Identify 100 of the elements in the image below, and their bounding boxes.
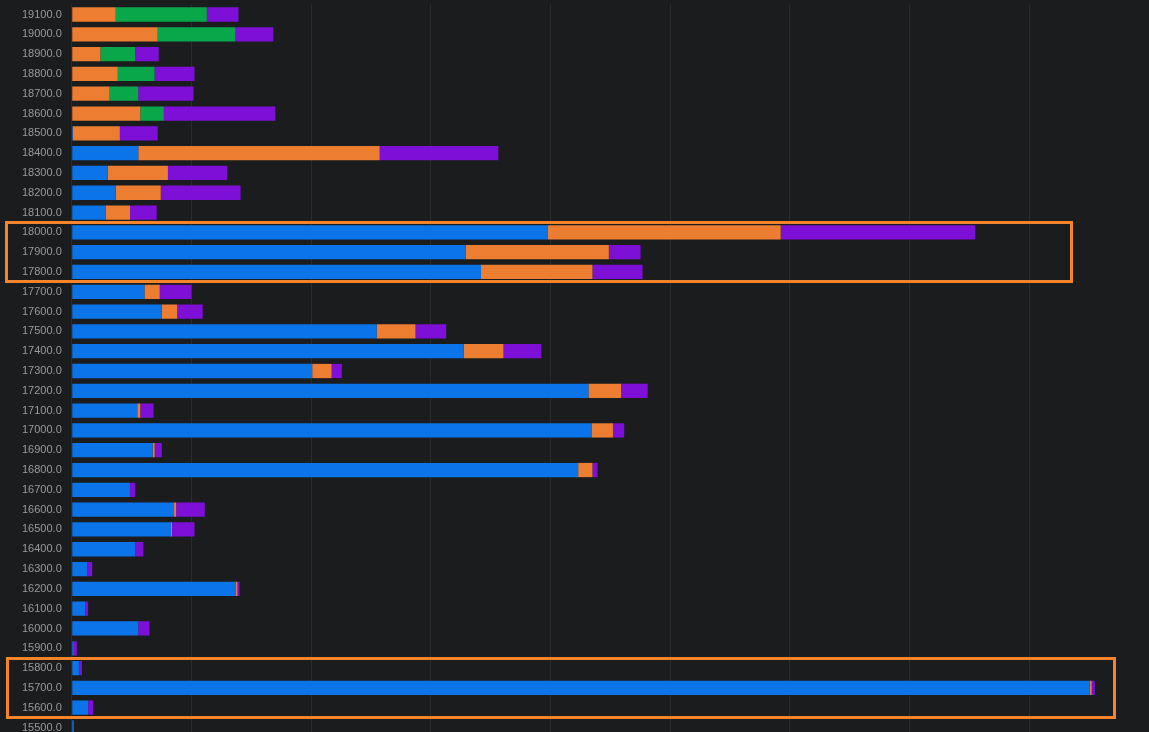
y-tick-label: 18000.0 (22, 225, 62, 238)
bar (72, 344, 464, 359)
bar (160, 185, 241, 200)
bar (72, 621, 139, 636)
bar (109, 86, 139, 101)
bar (72, 126, 120, 141)
bar (130, 482, 136, 497)
y-tick-label: 18900.0 (22, 47, 62, 60)
bar (592, 462, 598, 478)
y-tick-label: 16100.0 (22, 601, 62, 614)
bar (138, 146, 380, 161)
y-tick-label: 17200.0 (22, 383, 62, 396)
bar (140, 403, 154, 418)
bar (72, 264, 481, 280)
y-tick-label: 17600.0 (22, 304, 62, 317)
bar (72, 502, 175, 517)
y-tick-label: 17100.0 (22, 403, 62, 416)
bar (78, 660, 82, 676)
y-tick-label: 16500.0 (22, 522, 62, 535)
bar (463, 344, 504, 359)
bar (115, 185, 161, 200)
bar (72, 403, 138, 418)
bar (72, 245, 466, 260)
y-tick-label: 15900.0 (22, 641, 62, 654)
bar (592, 264, 643, 280)
y-tick-label: 17000.0 (22, 423, 62, 436)
y-tick-label: 16600.0 (22, 502, 62, 515)
bar (72, 601, 86, 616)
y-tick-label: 16900.0 (22, 443, 62, 456)
bar (138, 86, 194, 101)
bar (72, 284, 145, 299)
bar (72, 363, 313, 379)
bar (135, 542, 144, 557)
bar (72, 680, 1090, 696)
bar (157, 27, 236, 42)
bar (159, 284, 192, 299)
y-tick-label: 18200.0 (22, 185, 62, 198)
bar (72, 443, 153, 458)
bar (152, 443, 155, 458)
bar (612, 423, 625, 438)
bar (177, 304, 203, 319)
bar (72, 561, 88, 577)
bar (105, 205, 131, 220)
bar (135, 46, 159, 62)
bar (503, 344, 542, 359)
bar (154, 66, 195, 82)
bar (379, 146, 499, 161)
y-tick-label: 18700.0 (22, 86, 62, 99)
bar (130, 205, 157, 220)
bar (621, 383, 648, 398)
bar (72, 7, 116, 22)
bar (376, 324, 416, 339)
y-tick-label: 18100.0 (22, 205, 62, 218)
y-tick-label: 15700.0 (22, 680, 62, 693)
bar (72, 423, 592, 438)
y-tick-label: 17300.0 (22, 364, 62, 377)
y-tick-label: 18800.0 (22, 66, 62, 79)
bar (137, 403, 141, 418)
bar (100, 46, 136, 62)
y-tick-label: 19000.0 (22, 27, 62, 40)
y-tick-label: 18400.0 (22, 146, 62, 159)
bar (72, 324, 377, 339)
bar (174, 502, 177, 517)
bar (331, 363, 342, 379)
y-tick-label: 15500.0 (22, 720, 62, 732)
bar (72, 383, 589, 398)
bar (87, 561, 93, 577)
bar (72, 86, 110, 101)
bar (88, 700, 94, 715)
bar (72, 522, 171, 537)
bar (206, 7, 239, 22)
y-tick-label: 16700.0 (22, 482, 62, 495)
y-tick-label: 16000.0 (22, 621, 62, 634)
bar (72, 700, 89, 715)
y-tick-label: 16800.0 (22, 463, 62, 476)
y-tick-label: 15800.0 (22, 661, 62, 674)
bar (119, 126, 158, 141)
y-tick-label: 19100.0 (22, 7, 62, 20)
y-tick-label: 16200.0 (22, 581, 62, 594)
bar (591, 423, 613, 438)
bar (588, 383, 622, 398)
bar (312, 363, 332, 379)
bar (172, 522, 195, 537)
bar (154, 443, 162, 458)
bar (780, 225, 976, 240)
bar (72, 146, 139, 161)
y-tick-label: 18300.0 (22, 165, 62, 178)
bar (415, 324, 447, 339)
bar (107, 165, 168, 181)
bar (578, 462, 593, 478)
bar (72, 225, 548, 240)
y-tick-label: 17700.0 (22, 284, 62, 297)
bar (85, 601, 89, 616)
bar (72, 462, 579, 478)
y-tick-label: 15600.0 (22, 700, 62, 713)
bar (72, 27, 158, 42)
bar (72, 482, 131, 497)
bar (465, 245, 609, 260)
y-tick-label: 17400.0 (22, 344, 62, 357)
y-tick-label: 18600.0 (22, 106, 62, 119)
